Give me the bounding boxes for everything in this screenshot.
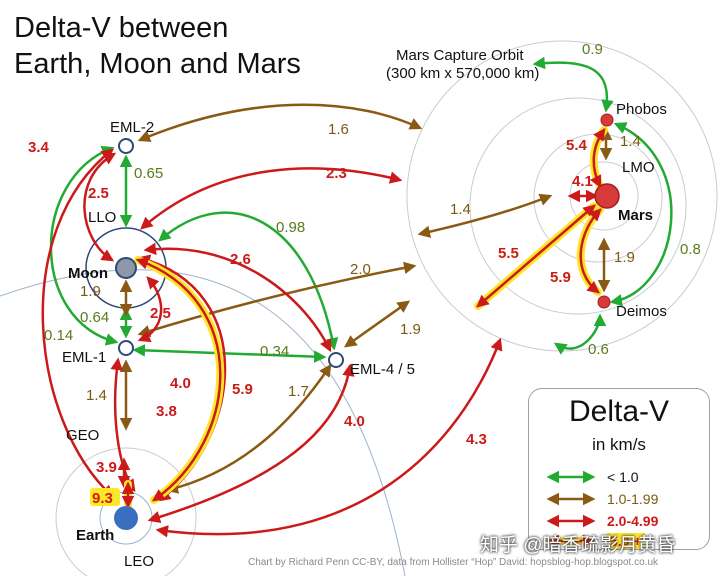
title-line-1: Delta-V between xyxy=(14,12,229,44)
value-2-6: 2.6 xyxy=(230,251,251,268)
arrow-eml2-earth xyxy=(41,148,114,498)
label-eml1: EML-1 xyxy=(62,349,106,366)
mars-body xyxy=(594,183,620,209)
value-4-0a: 4.0 xyxy=(170,375,191,392)
value-4-1: 4.1 xyxy=(572,173,593,190)
legend-label-green: < 1.0 xyxy=(607,469,639,485)
label-earth: Earth xyxy=(76,527,114,544)
value-0-8: 0.8 xyxy=(680,241,701,258)
value-0-98: 0.98 xyxy=(276,219,305,236)
arrow-eml2-moon xyxy=(83,152,117,262)
phobos-body xyxy=(600,113,614,127)
value-1-9c: 1.9 xyxy=(400,321,421,338)
arrow-deimos-mars xyxy=(579,208,602,294)
arrow-eml45-capture xyxy=(343,300,411,348)
label-leo: LEO xyxy=(124,553,154,570)
label-geo: GEO xyxy=(66,427,99,444)
value-9-3-highlight xyxy=(90,488,120,506)
arrow-capture-mars xyxy=(476,204,596,308)
title-line-2: Earth, Moon and Mars xyxy=(14,48,301,80)
value-1-9a: 1.9 xyxy=(80,283,101,300)
value-4-3: 4.3 xyxy=(466,431,487,448)
value-9-3: 9.3 xyxy=(92,490,113,507)
value-2-5b: 2.5 xyxy=(150,305,171,322)
eml2-node xyxy=(118,138,134,154)
value-3-9: 3.9 xyxy=(96,459,117,476)
watermark: 知乎 @暗香疏影月黄昏 xyxy=(480,535,676,556)
value-5-9a: 5.9 xyxy=(550,269,571,286)
legend-item-green: < 1.0 xyxy=(529,467,709,489)
arrow-deimos-capture xyxy=(553,313,607,355)
arrow-eml1-eml45 xyxy=(132,344,327,363)
value-5-4: 5.4 xyxy=(566,137,588,154)
label-mars-capture-2: (300 km x 570,000 km) xyxy=(386,65,539,82)
value-2-5a: 2.5 xyxy=(88,185,109,202)
value-5-9b: 5.9 xyxy=(232,381,253,398)
value-5-5: 5.5 xyxy=(498,245,519,262)
value-1-9b: 1.9 xyxy=(614,249,635,266)
arrow-phobos-mars xyxy=(589,127,606,189)
arrow-phobos-deimos xyxy=(609,122,673,307)
arrow-llo-capture xyxy=(417,193,553,238)
legend-arrow-green xyxy=(546,470,596,484)
yellow-transfers xyxy=(121,126,608,510)
value-1-4c: 1.4 xyxy=(86,387,107,404)
value-2-3: 2.3 xyxy=(326,165,347,182)
legend-item-red: 2.0-4.99 xyxy=(529,511,709,533)
arrow-earth-capture xyxy=(155,337,503,538)
label-lmo: LMO xyxy=(622,159,655,176)
moon-body xyxy=(115,257,137,279)
arrow-llo-capture-red xyxy=(140,167,403,230)
credit-line: Chart by Richard Penn CC-BY, data from H… xyxy=(248,557,659,568)
value-3-8: 3.8 xyxy=(156,403,177,420)
chart-title: Delta-V between Earth, Moon and Mars xyxy=(14,10,301,82)
arrow-capture-phobos xyxy=(532,56,614,113)
label-moon: Moon xyxy=(68,265,108,282)
label-mars: Mars xyxy=(618,207,653,224)
legend-arrow-red xyxy=(546,514,596,528)
legend-item-yellow: 5.0 + xyxy=(529,531,709,553)
legend-arrow-brown xyxy=(546,492,596,506)
value-0-64: 0.64 xyxy=(80,309,109,326)
earth-body xyxy=(114,506,138,530)
label-eml2: EML-2 xyxy=(110,119,154,136)
deimos-body xyxy=(597,295,611,309)
value-1-7: 1.7 xyxy=(288,383,309,400)
eml1-node xyxy=(118,340,134,356)
value-1-6: 1.6 xyxy=(328,121,349,138)
value-2-0: 2.0 xyxy=(350,261,371,278)
arrow-moon-earth xyxy=(135,257,222,502)
legend-unit: in km/s xyxy=(592,435,646,454)
value-3-4: 3.4 xyxy=(28,139,50,156)
label-llo: LLO xyxy=(88,209,116,226)
value-4-0b: 4.0 xyxy=(344,413,365,430)
label-eml45: EML-4 / 5 xyxy=(350,361,415,378)
arrow-moon-eml45 xyxy=(143,242,332,353)
value-1-4a: 1.4 xyxy=(620,133,641,150)
value-0-6: 0.6 xyxy=(588,341,609,358)
legend: Delta-V in km/s < 1.0 1.0-1.99 2.0-4.99 … xyxy=(528,388,710,550)
label-phobos: Phobos xyxy=(616,101,667,118)
value-0-14: 0.14 xyxy=(44,327,73,344)
value-0-34: 0.34 xyxy=(260,343,289,360)
label-deimos: Deimos xyxy=(616,303,667,320)
legend-arrow-yellow xyxy=(546,534,596,548)
green-transfers xyxy=(49,56,673,363)
arrow-eml2-capture xyxy=(137,103,423,142)
value-1-4b: 1.4 xyxy=(450,201,471,218)
legend-item-brown: 1.0-1.99 xyxy=(529,489,709,511)
legend-label-yellow: 5.0 + xyxy=(607,533,645,549)
value-0-65: 0.65 xyxy=(134,165,163,182)
value-0-9: 0.9 xyxy=(582,41,603,58)
eml45-node xyxy=(328,352,344,368)
label-mars-capture-1: Mars Capture Orbit xyxy=(396,47,524,64)
legend-label-red: 2.0-4.99 xyxy=(607,513,659,529)
legend-title: Delta-V xyxy=(568,395,670,428)
legend-label-brown: 1.0-1.99 xyxy=(607,491,659,507)
